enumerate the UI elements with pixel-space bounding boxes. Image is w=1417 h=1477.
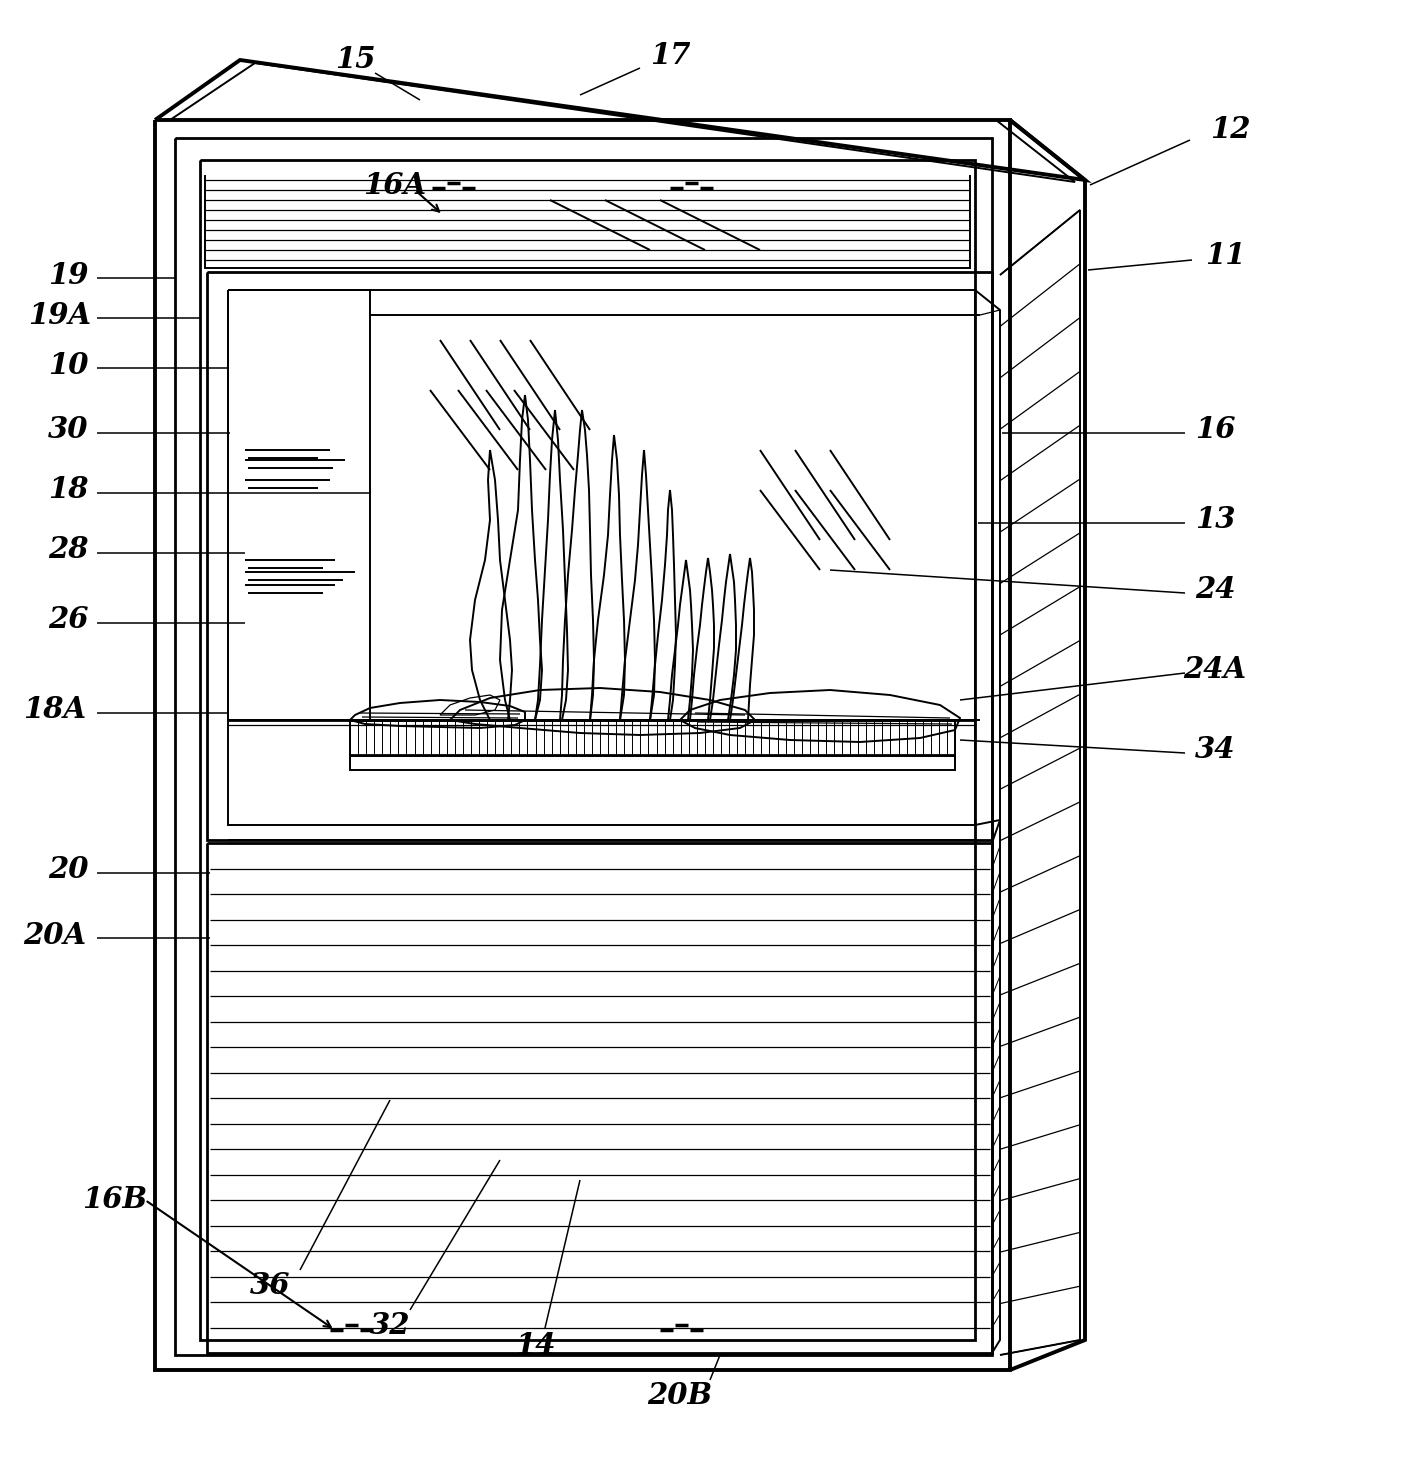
Text: 15: 15	[334, 46, 376, 74]
Text: 20A: 20A	[24, 920, 86, 950]
Text: 36: 36	[249, 1270, 290, 1300]
Text: 16: 16	[1195, 415, 1236, 445]
Text: 19: 19	[48, 260, 88, 289]
Text: 28: 28	[48, 536, 88, 564]
Text: 20: 20	[48, 855, 88, 885]
Text: 17: 17	[650, 40, 690, 69]
Text: 24: 24	[1195, 576, 1236, 604]
Text: 11: 11	[1204, 241, 1246, 269]
Text: 14: 14	[514, 1331, 555, 1359]
Text: 26: 26	[48, 606, 88, 635]
Text: 16A: 16A	[363, 170, 427, 199]
Text: 34: 34	[1195, 736, 1236, 765]
Text: 10: 10	[48, 350, 88, 380]
Text: 12: 12	[1210, 115, 1250, 145]
Text: 19A: 19A	[28, 300, 92, 329]
Text: 32: 32	[370, 1310, 411, 1340]
Text: 13: 13	[1195, 505, 1236, 535]
Text: 18: 18	[48, 476, 88, 505]
Text: 24A: 24A	[1183, 656, 1247, 684]
Text: 30: 30	[48, 415, 88, 445]
Text: 20B: 20B	[648, 1381, 713, 1409]
Text: 16B: 16B	[82, 1186, 147, 1214]
Text: 18A: 18A	[24, 696, 86, 725]
